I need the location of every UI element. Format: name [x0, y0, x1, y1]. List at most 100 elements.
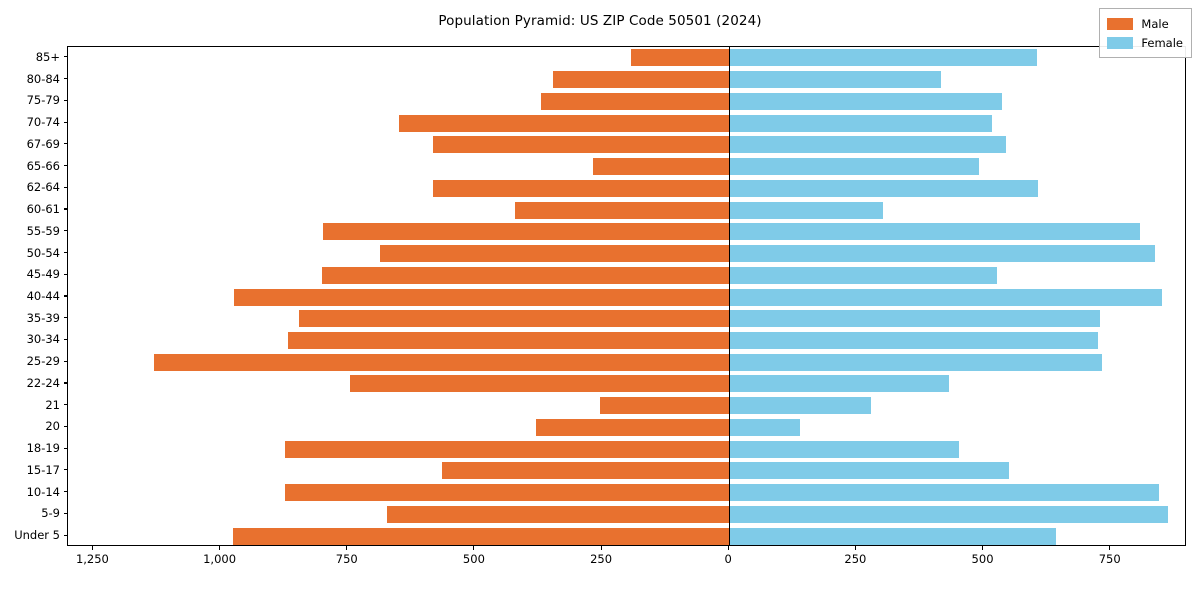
bar-female	[729, 114, 992, 132]
bar-male	[387, 505, 730, 523]
x-axis-tick-label: 0	[724, 552, 732, 566]
plot-frame	[67, 46, 1186, 546]
legend-label: Male	[1141, 16, 1169, 31]
x-axis-tick-mark	[1109, 546, 1111, 550]
bar-male	[380, 245, 730, 263]
y-axis-tick-label: Under 5	[14, 528, 60, 543]
y-axis-tick-mark	[63, 78, 67, 80]
y-axis-tick-label: 10-14	[26, 484, 60, 499]
x-axis-tick-label: 500	[462, 552, 485, 566]
bar-male	[592, 158, 730, 176]
legend-item: Male	[1107, 14, 1183, 33]
y-axis-tick-mark	[63, 121, 67, 123]
zero-axis-line	[728, 47, 730, 545]
plot-area	[68, 47, 1185, 545]
bar-male	[321, 266, 730, 284]
legend-item: Female	[1107, 33, 1183, 52]
y-axis-tick-mark	[63, 425, 67, 427]
legend-label: Female	[1141, 35, 1183, 50]
x-axis-tick-mark	[473, 546, 475, 550]
bar-male	[154, 353, 730, 371]
y-axis-tick-mark	[63, 360, 67, 362]
y-axis-tick-mark	[63, 273, 67, 275]
bar-male	[298, 310, 730, 328]
bar-female	[729, 505, 1168, 523]
x-axis-tick-label: 500	[971, 552, 994, 566]
bar-female	[729, 353, 1103, 371]
bar-male	[287, 331, 730, 349]
bar-male	[600, 397, 730, 415]
y-axis-tick-mark	[63, 317, 67, 319]
y-axis-tick-mark	[63, 165, 67, 167]
x-axis-tick-mark	[727, 546, 729, 550]
x-axis-tick-mark	[981, 546, 984, 550]
chart-legend: Male Female	[1099, 8, 1192, 58]
bar-male	[432, 179, 730, 197]
bar-female	[729, 484, 1159, 502]
x-axis-tick-mark	[91, 546, 93, 550]
bar-female	[729, 331, 1098, 349]
x-axis-tick-label: 250	[590, 552, 613, 566]
chart-title: Population Pyramid: US ZIP Code 50501 (2…	[438, 13, 762, 29]
y-axis-tick-mark	[63, 230, 67, 232]
y-axis-tick-mark	[63, 338, 67, 341]
bar-female	[729, 397, 872, 415]
y-axis-tick-label: 45-49	[26, 267, 60, 282]
y-axis-tick-mark	[63, 56, 67, 58]
x-axis-tick-label: 750	[335, 552, 358, 566]
y-axis-tick-mark	[63, 491, 67, 493]
y-axis-tick-label: 30-34	[26, 332, 60, 347]
bar-female	[729, 440, 960, 458]
y-axis-tick-label: 65-66	[26, 158, 60, 173]
bar-male	[233, 527, 730, 545]
y-axis-tick-mark	[63, 534, 67, 536]
y-axis-tick-label: 67-69	[26, 136, 60, 151]
y-axis-tick-label: 55-59	[26, 223, 60, 238]
bar-male	[441, 462, 730, 480]
y-axis-tick-mark	[63, 404, 67, 406]
x-axis-tick-label: 250	[844, 552, 867, 566]
bar-male	[284, 484, 730, 502]
y-axis-tick-mark	[63, 99, 67, 101]
bar-male	[536, 418, 730, 436]
x-axis-tick-mark	[219, 546, 221, 550]
y-axis-tick-label: 25-29	[26, 354, 60, 369]
x-axis-tick-label: 1,250	[75, 552, 109, 566]
bar-female	[729, 179, 1039, 197]
bar-male	[322, 223, 730, 241]
bar-female	[729, 223, 1140, 241]
bar-female	[729, 288, 1162, 306]
y-axis-tick-mark	[63, 469, 67, 471]
bar-male	[553, 71, 730, 89]
y-axis-tick-label: 20	[45, 419, 60, 434]
bar-female	[729, 310, 1100, 328]
y-axis-tick-label: 80-84	[26, 71, 60, 86]
bar-male	[631, 49, 730, 67]
y-axis-tick-label: 18-19	[26, 441, 60, 456]
bar-male	[399, 114, 730, 132]
y-axis-tick-label: 62-64	[26, 180, 60, 195]
bar-female	[729, 201, 884, 219]
bar-female	[729, 527, 1057, 545]
y-axis-tick-label: 40-44	[26, 289, 60, 303]
y-axis-tick-label: 85+	[35, 49, 60, 64]
bar-female	[729, 266, 998, 284]
bar-male	[432, 136, 730, 154]
legend-swatch-male	[1107, 17, 1134, 30]
x-axis-tick-mark	[346, 546, 348, 550]
bar-male	[349, 375, 730, 393]
y-axis-tick-mark	[63, 295, 67, 297]
y-axis-tick-label: 21	[45, 397, 60, 412]
y-axis-tick-label: 50-54	[26, 245, 60, 260]
y-axis-tick-mark	[63, 447, 67, 449]
bar-male	[540, 92, 730, 110]
x-axis-tick-label: 1,000	[203, 552, 237, 566]
y-axis-tick-label: 60-61	[26, 202, 60, 217]
y-axis-tick-label: 22-24	[26, 375, 60, 390]
bar-male	[515, 201, 730, 219]
bar-female	[729, 418, 800, 436]
legend-swatch-female	[1107, 36, 1134, 49]
bar-female	[729, 49, 1038, 67]
y-axis-tick-mark	[63, 382, 67, 384]
